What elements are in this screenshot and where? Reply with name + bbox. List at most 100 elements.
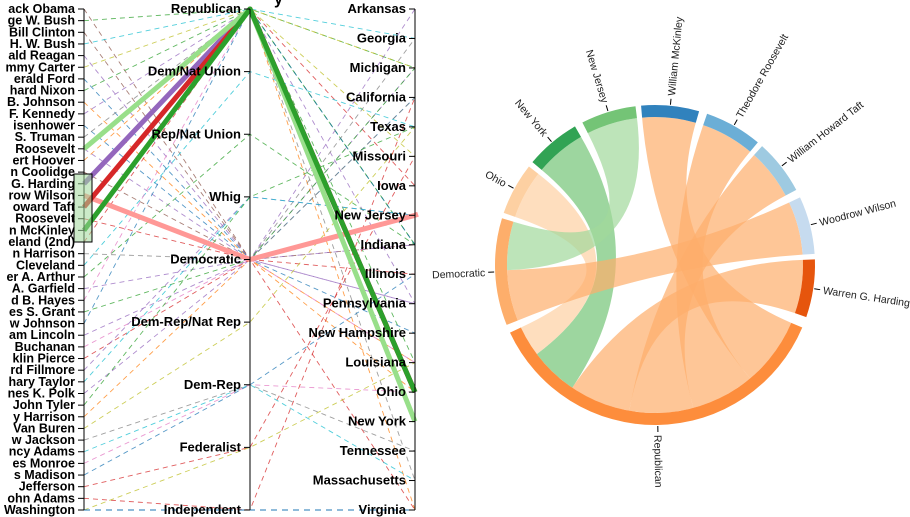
president-axis-label: nes K. Polk — [8, 386, 75, 400]
president-axis-label: mmy Carter — [6, 60, 76, 74]
state-axis-label: Louisiana — [345, 355, 406, 370]
president-axis-label: am Lincoln — [9, 328, 75, 342]
background-line — [83, 8, 416, 246]
president-axis-label: eland (2nd) — [8, 235, 75, 249]
president-axis-label: erald Ford — [14, 72, 75, 86]
state-axis-label: Iowa — [377, 178, 407, 193]
chord-arc-republican[interactable] — [509, 322, 803, 426]
president-axis-label: B. Johnson — [7, 95, 75, 109]
chord-label-woodrow-wilson: Woodrow Wilson — [818, 198, 897, 229]
president-axis-label: ohn Adams — [7, 491, 75, 505]
president-axis-label: klin Pierce — [12, 352, 75, 366]
chord-ribbon-republican-warren-g-harding[interactable] — [572, 259, 803, 411]
president-axis-label: w Johnson — [9, 317, 75, 331]
background-line — [83, 126, 416, 429]
president-axis-label: Cleveland — [16, 258, 75, 272]
chord-arc-new-york[interactable] — [532, 126, 581, 170]
chord-arc-theodore-roosevelt[interactable] — [703, 113, 758, 152]
chord-ribbon-democratic-new-jersey[interactable] — [507, 118, 639, 271]
chord-ribbon-republican-theodore-roosevelt[interactable] — [676, 125, 751, 408]
president-axis-label: n McKinley — [9, 223, 75, 237]
chord-ribbon-republican-william-mckinley[interactable] — [642, 117, 792, 379]
chord-label-warren-g-harding: Warren G. Harding — [822, 285, 910, 310]
president-axis-label: H. W. Bush — [10, 37, 75, 51]
chord-label-ohio: Ohio — [483, 169, 508, 190]
president-axis-label: row Wilson — [8, 188, 75, 202]
president-axis-label: A. Garfield — [12, 282, 75, 296]
chord-ribbon-republican-william-howard-taft[interactable] — [629, 155, 786, 413]
party-axis-label: Federalist — [180, 439, 242, 454]
background-line — [83, 258, 416, 364]
state-axis-label: New York — [348, 414, 407, 429]
chord-ribbon-democratic-woodrow-wilson[interactable] — [507, 202, 803, 321]
chord-arc-woodrow-wilson[interactable] — [789, 197, 815, 255]
state-axis-label: Illinois — [365, 266, 406, 281]
chord-arc-democratic[interactable] — [495, 218, 518, 325]
party-axis-label: Democratic — [170, 252, 241, 267]
party-axis[interactable]: Republican Dem/Nat Union Rep/Nat Union Whig… — [131, 1, 251, 517]
background-line — [83, 384, 416, 481]
president-axis-label: Van Buren — [13, 421, 75, 435]
state-axis-label: Michigan — [350, 60, 406, 75]
president-axis-label: ncy Adams — [9, 445, 75, 459]
president-axis-label: Roosevelt — [15, 142, 76, 156]
party-axis-label: Whig — [209, 189, 241, 204]
brush-selection[interactable] — [73, 173, 93, 243]
chord-arc-new-jersey[interactable] — [582, 106, 637, 134]
president-axis-label: isenhower — [13, 119, 75, 133]
president-axis-label: S. Truman — [15, 130, 75, 144]
background-line — [83, 8, 416, 304]
party-axis-label: Independent — [164, 502, 242, 517]
chord-label-william-howard-taft: William Howard Taft — [786, 99, 866, 166]
president-axis-label: Washington — [4, 503, 75, 517]
president-axis-label: w Jackson — [11, 433, 75, 447]
state-axis-label: California — [346, 89, 407, 104]
chord-diagram: Republican Democratic Ohio New York New Jers… — [432, 16, 910, 488]
party-axis-label: Dem/Nat Union — [148, 64, 241, 79]
president-axis-label: es Monroe — [12, 456, 75, 470]
state-axis-label: Pennsylvania — [323, 296, 407, 311]
state-axis-label: Texas — [370, 119, 406, 134]
chord-ribbon-republican-new-york[interactable] — [536, 136, 616, 388]
background-line — [83, 196, 416, 383]
president-axis-label: F. Kennedy — [9, 107, 75, 121]
state-axis-label: Missouri — [353, 148, 406, 163]
president-axis-label: G. Harding — [11, 177, 75, 191]
chord-label-tick — [507, 184, 514, 189]
chord-arc-ohio[interactable] — [503, 166, 539, 217]
state-axis-label: New Hampshire — [308, 325, 406, 340]
president-axis-label: hary Taylor — [9, 375, 76, 389]
president-axis-label: hard Nixon — [10, 84, 75, 98]
state-axis-label: Massachusetts — [313, 473, 406, 488]
state-axis[interactable]: Arkansas Georgia Michigan California Texas Mi… — [308, 1, 416, 517]
chord-label-tick — [605, 105, 609, 112]
president-axis-label: d B. Hayes — [11, 293, 75, 307]
chord-arc-warren-g-harding[interactable] — [794, 259, 815, 318]
president-axis-label: n Coolidge — [10, 165, 75, 179]
president-axis-label: es S. Grant — [9, 305, 76, 319]
party-axis-label: Dem-Rep — [184, 377, 241, 392]
chord-label-tick — [669, 98, 672, 105]
chord-arc-william-mckinley[interactable] — [641, 105, 700, 123]
chord-label-democratic: Democratic — [432, 267, 486, 281]
chord-label-tick — [547, 136, 552, 142]
chord-label-tick — [781, 161, 787, 167]
background-line — [83, 8, 416, 45]
state-axis-label: Indiana — [360, 237, 406, 252]
president-axis-label: s Madison — [14, 468, 75, 482]
chord-ribbon-republican-ohio[interactable] — [515, 173, 597, 355]
state-axis-label: Virginia — [359, 502, 407, 517]
party-axis-label: Dem-Rep/Nat Rep — [131, 314, 241, 329]
president-axis-label: Jefferson — [19, 480, 75, 494]
chord-label-theodore-roosevelt: Theodore Roosevelt — [734, 32, 791, 120]
president-axis-label: ald Reagan — [8, 49, 75, 63]
chord-label-tick — [810, 222, 817, 226]
president-axis-label: n Harrison — [12, 247, 75, 261]
president-axis-label: rd Fillmore — [10, 363, 75, 377]
title-fragment: y — [274, 0, 283, 8]
state-axis-label: Ohio — [376, 384, 406, 399]
president-axis-label: ge W. Bush — [8, 14, 75, 28]
chord-arc-william-howard-taft[interactable] — [754, 146, 797, 196]
